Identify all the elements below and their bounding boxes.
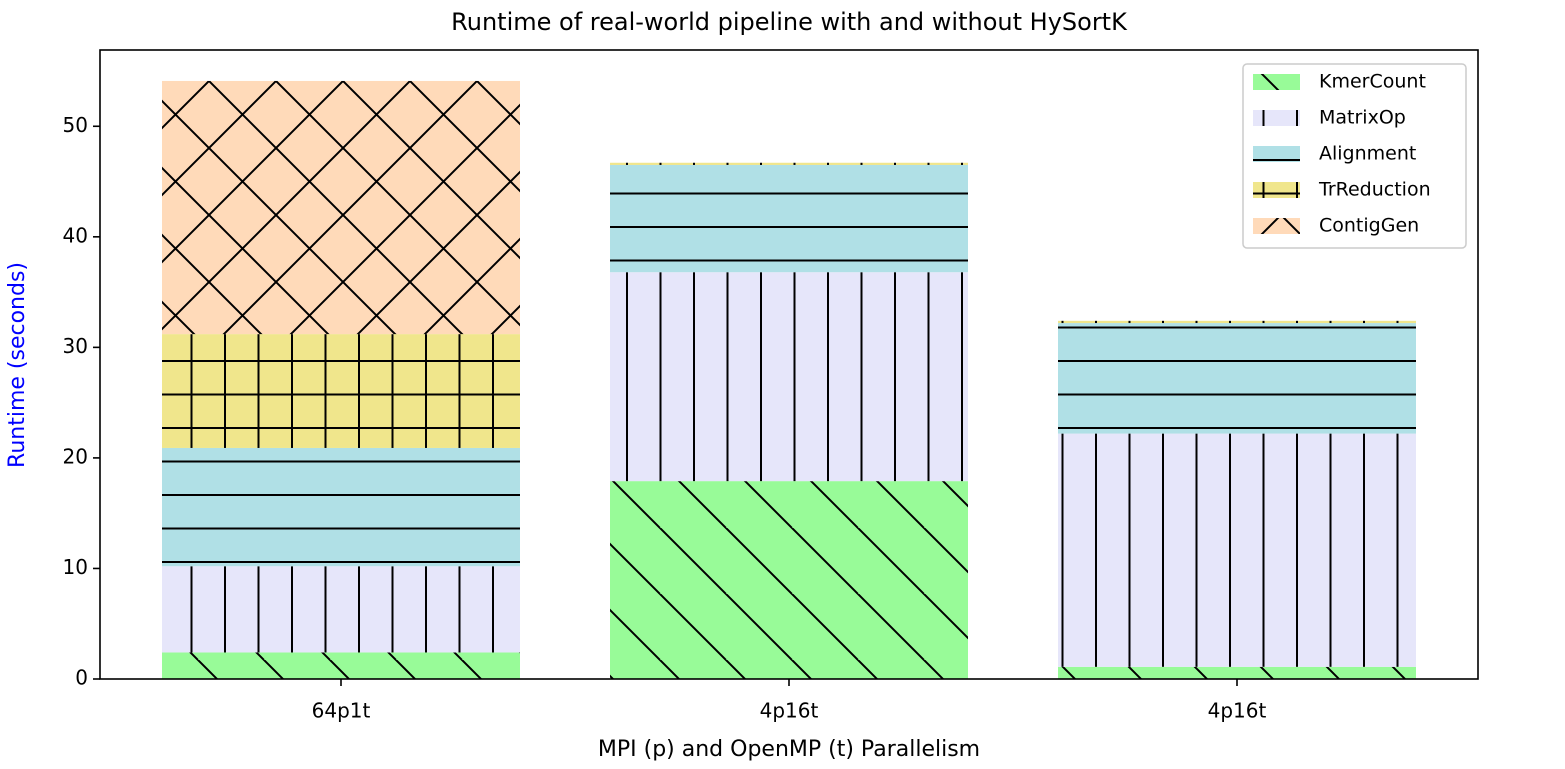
bar-segment	[1058, 320, 1416, 324]
legend-label: MatrixOp	[1319, 107, 1406, 129]
y-tick-label: 30	[63, 334, 88, 358]
legend: KmerCount MatrixOp Alignment TrReduction Con…	[1242, 63, 1467, 249]
bar-segment	[162, 566, 520, 653]
y-tick-label: 0	[75, 666, 88, 690]
legend-swatch	[1253, 182, 1300, 198]
x-tick-label: 64p1t	[312, 699, 371, 723]
y-axis-label: Runtime (seconds)	[5, 262, 30, 468]
bar-segment	[610, 272, 968, 482]
plot-area: 0 10 20 30 40 50 64p1t 4p16t 4p16t	[63, 80, 1416, 723]
legend-label: ContigGen	[1319, 215, 1419, 237]
bar-segment	[1058, 323, 1416, 434]
legend-label: TrReduction	[1318, 179, 1431, 201]
legend-swatch	[1253, 218, 1300, 234]
y-tick-label: 50	[63, 113, 88, 137]
legend-swatch	[1253, 146, 1300, 162]
bar-segment	[162, 652, 520, 679]
bar-segment	[162, 334, 520, 448]
bar-segment	[1058, 433, 1416, 667]
legend-swatch	[1253, 110, 1300, 126]
legend-label: Alignment	[1319, 143, 1416, 165]
y-tick-label: 10	[63, 555, 88, 579]
bar-segment	[610, 481, 968, 679]
x-tick-label: 4p16t	[760, 699, 819, 723]
x-tick-label: 4p16t	[1208, 699, 1267, 723]
y-tick-label: 40	[63, 223, 88, 247]
legend-swatch	[1253, 74, 1300, 90]
bar-segment	[162, 80, 520, 335]
x-axis-label: MPI (p) and OpenMP (t) Parallelism	[598, 737, 980, 762]
bar-segment	[610, 164, 968, 273]
bar-segment	[1058, 666, 1416, 679]
chart-title: Runtime of real-world pipeline with and …	[451, 8, 1128, 36]
plot-frame	[99, 49, 1479, 680]
y-tick-label: 20	[63, 444, 88, 468]
bar-segment	[162, 447, 520, 567]
bar-segment	[610, 162, 968, 165]
legend-label: KmerCount	[1319, 71, 1426, 93]
